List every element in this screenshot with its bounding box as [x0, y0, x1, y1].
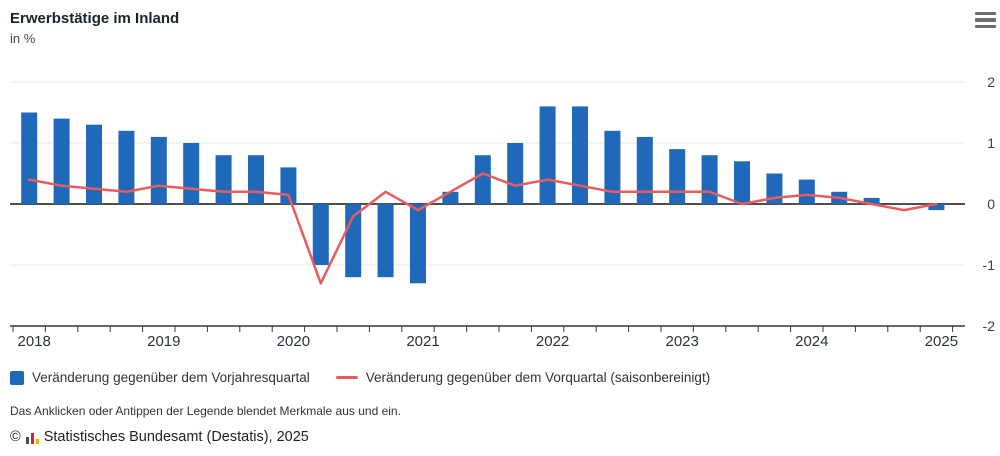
bar-2019-Q3[interactable] — [215, 155, 232, 204]
y-axis-label: 0 — [987, 196, 995, 212]
legend-label: Veränderung gegenüber dem Vorjahresquart… — [32, 370, 310, 385]
bar-2024-Q1[interactable] — [798, 179, 815, 204]
chart-header: Erwerbstätige im Inland in % — [10, 10, 990, 46]
chart-canvas[interactable]: 2 1 0 -1 -2 2018 2019 2020 2021 2022 2023 2024 2025 — [0, 68, 1000, 358]
bar-2023-Q3[interactable] — [734, 161, 750, 204]
line-series-vorquartal[interactable] — [27, 172, 938, 285]
x-axis-year-label: 2019 — [147, 333, 180, 350]
destatis-logo-icon — [25, 431, 39, 444]
x-axis-year-label: 2024 — [795, 333, 828, 350]
legend-label: Veränderung gegenüber dem Vorquartal (sa… — [365, 370, 711, 385]
legend-item-vorjahresquartal[interactable]: Veränderung gegenüber dem Vorjahresquart… — [10, 370, 310, 385]
bar-2022-Q3[interactable] — [604, 130, 621, 204]
page-title: Erwerbstätige im Inland — [10, 10, 180, 27]
bar-2024-Q3[interactable] — [863, 197, 880, 204]
copyright-text: Statistisches Bundesamt (Destatis), 2025 — [43, 429, 309, 445]
copyright-line: © Statistisches Bundesamt (Destatis), 20… — [10, 429, 309, 445]
y-axis-label: -1 — [983, 257, 996, 273]
y-axis-label: 2 — [987, 74, 995, 90]
bar-2023-Q2[interactable] — [701, 155, 718, 204]
hamburger-menu-icon — [975, 11, 996, 16]
bar-2019-Q1[interactable] — [150, 136, 167, 204]
x-axis-year-label: 2023 — [666, 333, 699, 350]
y-axis-label: -2 — [983, 318, 996, 334]
hamburger-menu-icon — [975, 18, 996, 22]
legend-hint-text: Das Anklicken oder Antippen der Legende … — [10, 404, 401, 418]
copyright-symbol: © — [10, 429, 21, 445]
bar-2018-Q1[interactable] — [21, 112, 38, 205]
bar-2018-Q3[interactable] — [86, 124, 102, 204]
bar-2021-Q3[interactable] — [474, 155, 491, 204]
y-axis-label: 1 — [987, 135, 995, 151]
bar-2021-Q4[interactable] — [507, 143, 524, 204]
bar-2020-Q2[interactable] — [312, 204, 329, 265]
bar-2022-Q1[interactable] — [539, 106, 556, 204]
bar-2019-Q4[interactable] — [248, 155, 264, 204]
x-axis-year-label: 2022 — [536, 333, 569, 350]
legend-item-vorquartal[interactable]: Veränderung gegenüber dem Vorquartal (sa… — [335, 370, 711, 385]
chart-legend: Veränderung gegenüber dem Vorjahresquart… — [10, 370, 710, 385]
bar-2018-Q4[interactable] — [118, 130, 135, 204]
legend-line-swatch-icon — [335, 376, 358, 379]
x-axis-year-label: 2025 — [925, 333, 958, 350]
bar-2025-Q1[interactable] — [928, 204, 945, 211]
bar-2022-Q4[interactable] — [636, 136, 653, 204]
bar-2020-Q4[interactable] — [377, 204, 394, 278]
bar-2018-Q2[interactable] — [53, 118, 70, 204]
bar-2022-Q2[interactable] — [572, 106, 588, 204]
chart-area: 2 1 0 -1 -2 2018 2019 2020 2021 2022 2023 2024 2025 — [0, 68, 1000, 358]
bar-2023-Q1[interactable] — [669, 149, 686, 204]
chart-unit-label: in % — [10, 31, 36, 46]
bar-2021-Q1[interactable] — [410, 204, 426, 284]
bar-2019-Q2[interactable] — [183, 143, 200, 204]
x-axis-year-label: 2021 — [406, 333, 439, 350]
x-axis-year-label: 2020 — [277, 333, 310, 350]
chart-menu-button[interactable] — [970, 8, 996, 32]
legend-bar-swatch-icon — [10, 370, 24, 385]
hamburger-menu-icon — [975, 24, 996, 29]
x-axis-year-label: 2018 — [18, 333, 51, 350]
bar-2020-Q1[interactable] — [280, 167, 297, 204]
